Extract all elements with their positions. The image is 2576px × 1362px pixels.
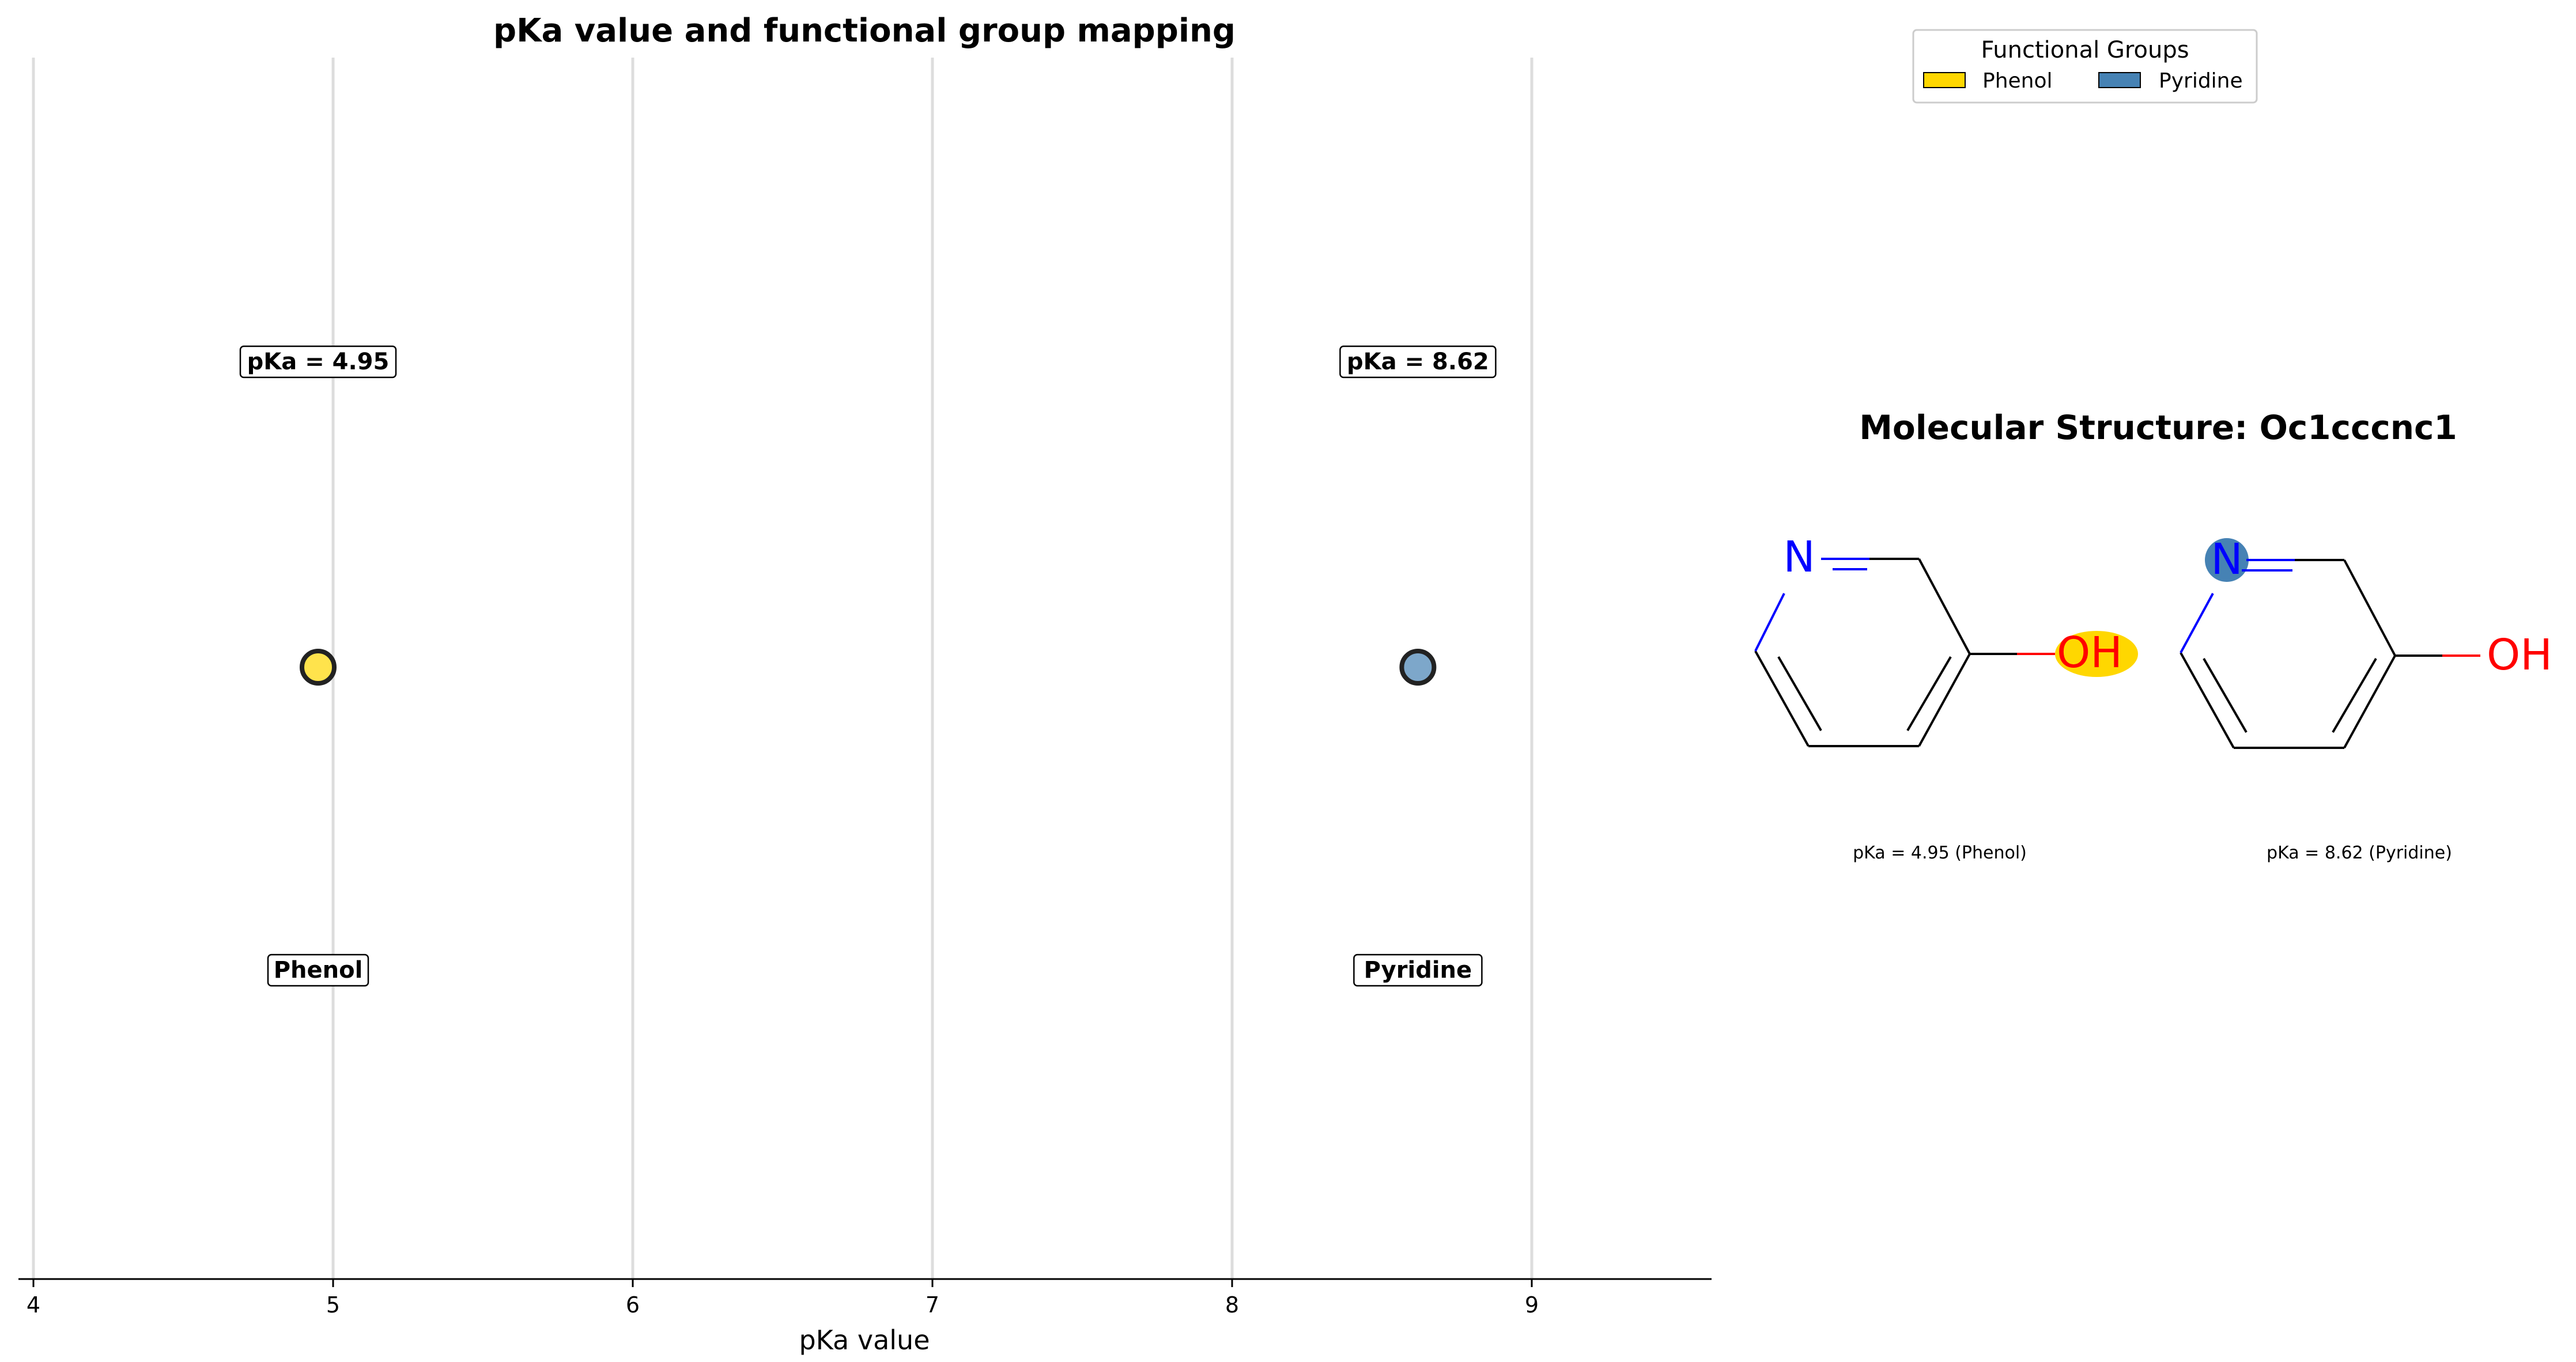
value-label-phenol-box: pKa = 4.95 [239, 345, 397, 379]
x-tick-label-9: 9 [1525, 1292, 1539, 1318]
group-label-pyridine-box: Pyridine [1353, 954, 1483, 987]
x-tick-label-6: 6 [626, 1292, 640, 1318]
highlight-n [2205, 538, 2249, 582]
group-label-phenol-box: Phenol [267, 954, 369, 987]
value-label-phenol-frame [239, 345, 397, 379]
molecule-structure-1: N OH [1754, 532, 2138, 747]
atom-n-2: N [2211, 535, 2242, 584]
chart-title: pKa value and functional group mapping [493, 12, 1236, 50]
x-tick-label-5: 5 [326, 1292, 340, 1318]
legend-title: Functional Groups [1981, 37, 2189, 63]
atom-oh-2: OH [2487, 630, 2552, 680]
molecule-panel: Molecular Structure: Oc1cccnc1 N OH [1754, 408, 2552, 863]
atom-oh-1: OH [2057, 628, 2122, 678]
molecule-caption-1: pKa = 4.95 (Phenol) [1853, 843, 2027, 863]
molecule-caption-2: pKa = 8.62 (Pyridine) [2267, 843, 2452, 863]
group-label-phenol-frame [267, 954, 369, 987]
point-pyridine [1399, 649, 1437, 686]
ring-bonds-2 [2180, 559, 2442, 749]
bond-n-4 [2180, 593, 2214, 653]
legend-label-phenol: Phenol [1982, 69, 2053, 93]
value-label-phenol: pKa = 4.95 [247, 349, 390, 375]
legend-swatch-phenol [1923, 72, 1966, 88]
group-label-phenol: Phenol [274, 957, 363, 983]
value-label-pyridine-frame [1339, 345, 1497, 379]
grid-lines [32, 58, 1533, 1279]
x-axis-ticks: 4 5 6 7 8 9 [27, 1279, 1539, 1318]
legend: Functional Groups Phenol Pyridine [1912, 29, 2258, 104]
bond-n-1 [1754, 593, 1785, 652]
x-axis-label: pKa value [799, 1325, 930, 1356]
x-tick-label-7: 7 [926, 1292, 939, 1318]
x-tick-label-4: 4 [27, 1292, 40, 1318]
data-points: pKa = 4.95 Phenol pKa = 8.62 Pyridine [239, 345, 1497, 987]
x-tick-label-8: 8 [1225, 1292, 1239, 1318]
legend-frame [1912, 29, 2258, 104]
chart-area: 4 5 6 7 8 9 pKa value and functional group ma… [18, 12, 1712, 1356]
point-phenol [300, 649, 337, 686]
highlight-oh [2055, 631, 2138, 677]
value-label-pyridine: pKa = 8.62 [1347, 349, 1489, 375]
value-label-pyridine-box: pKa = 8.62 [1339, 345, 1497, 379]
molecule-title: Molecular Structure: Oc1cccnc1 [1859, 408, 2457, 447]
group-label-pyridine-frame [1353, 954, 1483, 987]
legend-swatch-pyridine [2098, 72, 2141, 88]
molecule-structure-2: N OH [2180, 535, 2552, 749]
atom-n-1: N [1783, 532, 1815, 582]
legend-label-pyridine: Pyridine [2159, 69, 2243, 93]
ring-bonds-1 [1754, 558, 2017, 747]
group-label-pyridine: Pyridine [1364, 957, 1472, 983]
